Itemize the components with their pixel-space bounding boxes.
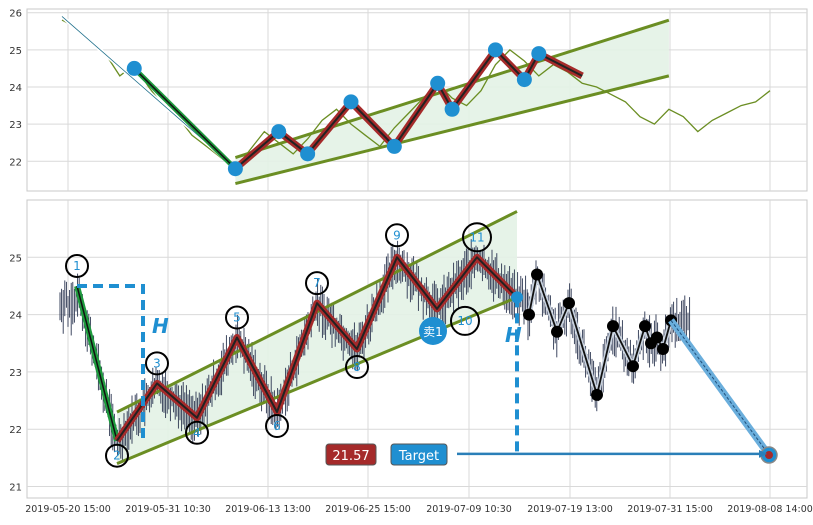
wave-label-text: 2 <box>113 449 121 463</box>
wave-label-circle <box>145 351 169 376</box>
post-breakout-point <box>531 268 543 281</box>
top-blue-marker <box>343 94 359 110</box>
bottom-x-tick-label: 2019-06-25 15:00 <box>325 504 411 515</box>
projection-arrow-core <box>670 320 770 456</box>
top-panel-content <box>60 14 771 186</box>
top-y-tick-label: 26 <box>9 9 22 20</box>
top-blue-marker <box>444 101 460 117</box>
bottom-x-tick-label: 2019-05-31 10:30 <box>125 504 211 515</box>
bottom-y-tick-label: 24 <box>9 311 22 322</box>
top-channel-lower <box>235 74 670 186</box>
top-blue-marker <box>227 161 243 177</box>
bottom-panel-content: 1 2 3 4 5 6 7 8 9 10 11 <box>59 210 778 468</box>
bottom-wave-inner <box>116 256 518 442</box>
height-label-left: H <box>152 314 169 338</box>
bottom-x-tick-label: 2019-07-09 10:30 <box>426 504 512 515</box>
post-breakout-point <box>657 343 669 355</box>
top-blue-marker <box>430 75 446 91</box>
wave-label-text: 3 <box>153 356 161 370</box>
wave-label-text: 10 <box>457 314 472 328</box>
bottom-panel-y-axis: 21 22 23 24 25 <box>9 253 22 493</box>
top-blue-marker <box>386 138 402 154</box>
wave-label-text: 1 <box>73 259 81 273</box>
target-box: Target <box>390 443 448 466</box>
bottom-y-tick-label: 22 <box>9 425 22 436</box>
top-blue-marker <box>531 46 547 62</box>
height-measure-left <box>77 283 145 441</box>
bottom-panel-annotations: H H 卖1 21.57 Target <box>152 314 522 466</box>
bottom-green-leg-core <box>76 285 118 441</box>
bottom-y-tick-label: 21 <box>9 483 22 494</box>
bottom-x-tick-label: 2019-06-13 13:00 <box>225 504 311 515</box>
bottom-x-tick-label: 2019-05-20 15:00 <box>25 504 111 515</box>
wave-label-circle <box>462 222 492 253</box>
top-blue-marker <box>516 72 532 88</box>
top-y-tick-label: 22 <box>9 157 22 168</box>
wave-label-text: 9 <box>393 228 401 242</box>
wave-label-circle <box>305 271 329 296</box>
post-breakout-point <box>591 388 603 401</box>
top-panel-y-axis: 22 23 24 25 26 <box>9 9 22 169</box>
post-breakout-point <box>639 320 651 333</box>
bottom-x-tick-label: 2019-08-08 14:00 <box>727 504 813 515</box>
wave-label-circle <box>450 305 480 336</box>
wave-label-circle <box>65 253 89 278</box>
wave-label-text: 8 <box>353 360 361 374</box>
top-green-leg-core <box>133 67 236 170</box>
top-blue-marker <box>126 60 142 76</box>
target-arrow-head <box>759 449 767 458</box>
top-y-tick-label: 24 <box>9 83 22 94</box>
top-y-tick-label: 25 <box>9 46 22 57</box>
post-breakout-point <box>523 308 535 321</box>
height-label-right: H <box>505 323 522 347</box>
bottom-y-tick-label: 23 <box>9 368 22 379</box>
bottom-channel-lower <box>116 296 518 466</box>
top-blue-marker <box>271 124 287 140</box>
wave-label-text: 7 <box>313 276 321 290</box>
sell-marker-label: 卖1 <box>423 325 443 339</box>
post-breakout-point <box>607 320 619 333</box>
post-breakout-point <box>627 360 639 373</box>
wave-label-circle <box>105 443 129 468</box>
top-y-tick-label: 23 <box>9 120 22 131</box>
wave-label-text: 4 <box>193 426 201 440</box>
bottom-y-tick-label: 25 <box>9 253 22 264</box>
wave-label-circle <box>385 223 409 248</box>
bottom-x-tick-label: 2019-07-19 13:00 <box>527 504 613 515</box>
target-point-inner <box>765 451 773 460</box>
wave-label-circle <box>265 414 289 439</box>
target-box-label: Target <box>398 449 439 464</box>
post-breakout-point <box>563 297 575 310</box>
top-channel-upper <box>234 18 670 160</box>
wave-label-circle <box>345 355 369 379</box>
bottom-x-tick-label: 2019-07-31 15:00 <box>627 504 713 515</box>
top-blue-marker <box>300 146 316 162</box>
wave-label-circle <box>225 305 249 330</box>
value-box-label: 21.57 <box>332 449 369 464</box>
post-breakout-point <box>651 331 663 344</box>
wave-label-text: 11 <box>469 230 484 244</box>
value-box: 21.57 <box>325 443 377 466</box>
sell-marker: 卖1 <box>419 317 447 345</box>
wave-label-text: 5 <box>233 311 241 325</box>
wave-label-circle <box>185 420 209 445</box>
post-breakout-point <box>551 325 563 338</box>
wave-label-text: 6 <box>273 419 281 433</box>
top-blue-marker <box>487 42 503 58</box>
bottom-panel-x-axis: 2019-05-20 15:00 2019-05-31 10:30 2019-06-… <box>25 504 813 515</box>
